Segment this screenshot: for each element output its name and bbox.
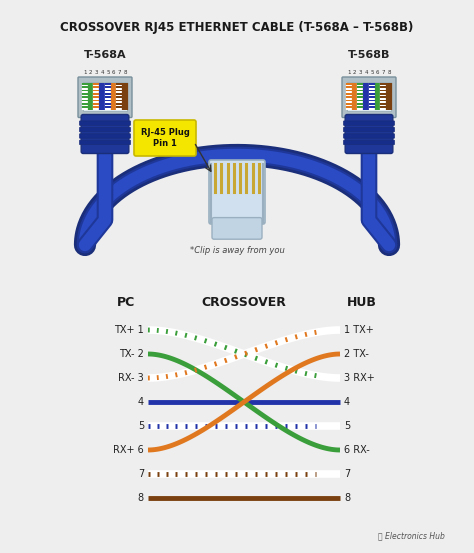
Text: ⭘ Electronics Hub: ⭘ Electronics Hub (378, 531, 445, 540)
FancyBboxPatch shape (345, 114, 393, 154)
Text: 6: 6 (112, 70, 116, 75)
FancyBboxPatch shape (344, 140, 394, 145)
Text: 5: 5 (370, 70, 374, 75)
Text: 5: 5 (344, 421, 350, 431)
FancyBboxPatch shape (80, 127, 130, 132)
Text: 8: 8 (344, 493, 350, 503)
FancyBboxPatch shape (212, 217, 262, 239)
Text: 2: 2 (89, 70, 92, 75)
Text: RJ-45 Plug
Pin 1: RJ-45 Plug Pin 1 (141, 128, 190, 148)
FancyBboxPatch shape (344, 121, 394, 126)
Text: 8: 8 (124, 70, 127, 75)
Text: RX- 3: RX- 3 (118, 373, 144, 383)
Text: 7: 7 (138, 469, 144, 479)
Text: 5: 5 (106, 70, 109, 75)
Text: CROSSOVER RJ45 ETHERNET CABLE (T-568A – T-568B): CROSSOVER RJ45 ETHERNET CABLE (T-568A – … (60, 22, 414, 34)
Text: 8: 8 (388, 70, 391, 75)
Text: 1: 1 (83, 70, 86, 75)
Text: 3: 3 (94, 70, 98, 75)
Text: *Clip is away from you: *Clip is away from you (190, 246, 284, 255)
Text: 2 TX-: 2 TX- (344, 349, 369, 359)
Text: HUB: HUB (347, 295, 377, 309)
Text: 4: 4 (100, 70, 104, 75)
Text: 6 RX-: 6 RX- (344, 445, 370, 455)
FancyBboxPatch shape (80, 121, 130, 126)
FancyBboxPatch shape (344, 134, 394, 138)
Text: 8: 8 (138, 493, 144, 503)
Text: 7: 7 (382, 70, 385, 75)
Text: 2: 2 (353, 70, 356, 75)
Text: 4: 4 (344, 397, 350, 407)
Text: CROSSOVER: CROSSOVER (201, 295, 286, 309)
Text: 4: 4 (138, 397, 144, 407)
Text: 3 RX+: 3 RX+ (344, 373, 375, 383)
Text: 7: 7 (344, 469, 350, 479)
Text: 4: 4 (365, 70, 368, 75)
Text: 7: 7 (118, 70, 121, 75)
FancyBboxPatch shape (83, 81, 127, 111)
Text: RX+ 6: RX+ 6 (113, 445, 144, 455)
Text: 6: 6 (376, 70, 380, 75)
Text: 3: 3 (358, 70, 362, 75)
Text: 1 TX+: 1 TX+ (344, 325, 374, 335)
Text: TX- 2: TX- 2 (119, 349, 144, 359)
Text: TX+ 1: TX+ 1 (114, 325, 144, 335)
FancyBboxPatch shape (81, 114, 129, 154)
FancyBboxPatch shape (78, 77, 132, 117)
Text: 5: 5 (138, 421, 144, 431)
Text: 1: 1 (347, 70, 350, 75)
FancyBboxPatch shape (347, 81, 391, 111)
FancyBboxPatch shape (342, 77, 396, 117)
FancyBboxPatch shape (80, 134, 130, 138)
FancyBboxPatch shape (344, 127, 394, 132)
Text: T-568A: T-568A (84, 50, 126, 60)
Text: PC: PC (117, 295, 135, 309)
FancyBboxPatch shape (134, 120, 196, 156)
Text: T-568B: T-568B (348, 50, 390, 60)
FancyBboxPatch shape (80, 140, 130, 145)
FancyBboxPatch shape (209, 160, 265, 224)
